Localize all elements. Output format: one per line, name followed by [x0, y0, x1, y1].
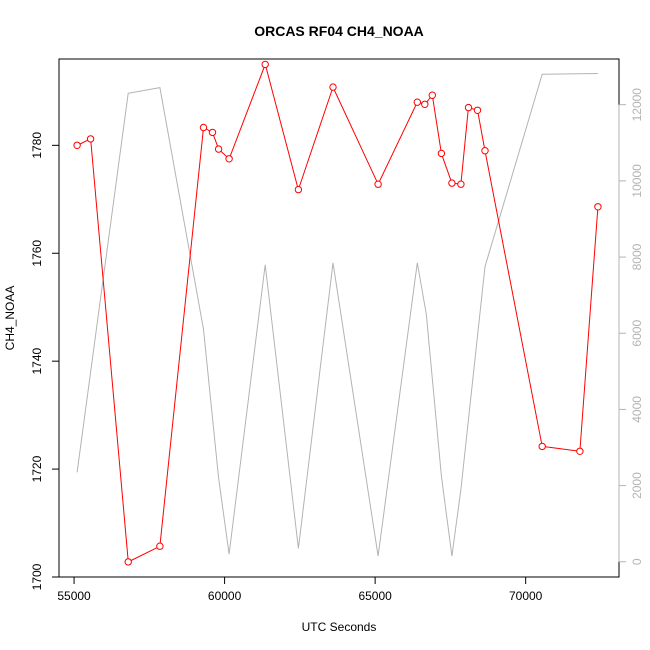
x-tick-label: 55000: [57, 589, 91, 603]
y-axis-right: 0 2000 4000 6000 8000 10000 12000: [618, 88, 644, 565]
primary-series-segment: [485, 153, 543, 444]
y2-tick-label: 12000: [630, 88, 644, 122]
y-tick-label: 1740: [30, 347, 44, 374]
y-tick-label: 1700: [30, 563, 44, 590]
data-point: [199, 123, 208, 132]
data-point: [225, 155, 233, 163]
data-point: [576, 447, 584, 455]
y-tick-label: 1720: [30, 455, 44, 482]
primary-series-segment: [441, 156, 452, 181]
data-point: [73, 141, 81, 150]
x-tick-label: 60000: [208, 589, 242, 603]
x-tick-label: 65000: [358, 589, 392, 603]
primary-series-segment: [265, 67, 298, 187]
data-point: [294, 185, 303, 194]
data-point: [261, 60, 269, 69]
data-point: [421, 100, 429, 109]
data-point: [538, 442, 546, 451]
y-axis-left: 1700 1720 1740 1760 1780: [30, 132, 60, 590]
primary-series-segment: [579, 209, 599, 449]
data-point: [481, 147, 489, 155]
y2-tick-label: 6000: [630, 320, 644, 347]
primary-series-segment: [220, 150, 228, 158]
primary-series-segment: [379, 104, 417, 182]
data-point: [594, 203, 602, 211]
data-point: [374, 180, 382, 188]
data-point: [457, 180, 465, 188]
y2-tick-label: 2000: [630, 472, 644, 499]
chart-title: ORCAS RF04 CH4_NOAA: [254, 23, 424, 39]
data-point: [437, 149, 446, 158]
secondary-series-layer: [76, 73, 598, 557]
y2-tick-label: 8000: [630, 243, 644, 270]
x-tick-label: 70000: [509, 589, 543, 603]
primary-series-segment: [545, 446, 577, 452]
y2-tick-label: 0: [630, 558, 644, 565]
data-point: [124, 558, 132, 566]
y2-tick-label: 4000: [630, 396, 644, 423]
primary-series-segment: [432, 98, 442, 151]
data-point: [413, 98, 421, 106]
primary-series-segment: [159, 130, 204, 544]
secondary-series-line: [76, 73, 598, 557]
data-point: [156, 542, 164, 550]
y-axis-label: CH4_NOAA: [3, 286, 17, 351]
data-point: [464, 103, 473, 112]
primary-series-layer: [73, 60, 602, 566]
primary-series-segment: [90, 141, 129, 559]
primary-series-segment: [460, 110, 469, 182]
data-point: [428, 91, 436, 99]
y-tick-label: 1760: [30, 240, 44, 267]
y-tick-label: 1780: [30, 132, 44, 159]
primary-series-segment: [130, 547, 158, 561]
y2-tick-label: 10000: [630, 164, 644, 198]
data-point: [448, 179, 456, 187]
plot-frame: [58, 58, 620, 578]
data-point: [208, 128, 217, 137]
primary-series-segment: [333, 89, 378, 182]
primary-series-segment: [298, 89, 333, 187]
primary-series-segment: [426, 97, 431, 103]
data-point: [329, 83, 337, 91]
primary-series-segment: [229, 67, 265, 156]
data-point: [214, 145, 223, 153]
primary-series-segment: [79, 139, 88, 145]
primary-series-segment: [206, 128, 210, 132]
primary-series-segment: [477, 113, 485, 148]
data-point: [473, 106, 482, 115]
x-axis-label: UTC Seconds: [302, 620, 377, 634]
data-point: [86, 135, 95, 143]
primary-series-segment: [213, 135, 218, 147]
x-axis: 55000 60000 65000 70000: [57, 576, 543, 603]
